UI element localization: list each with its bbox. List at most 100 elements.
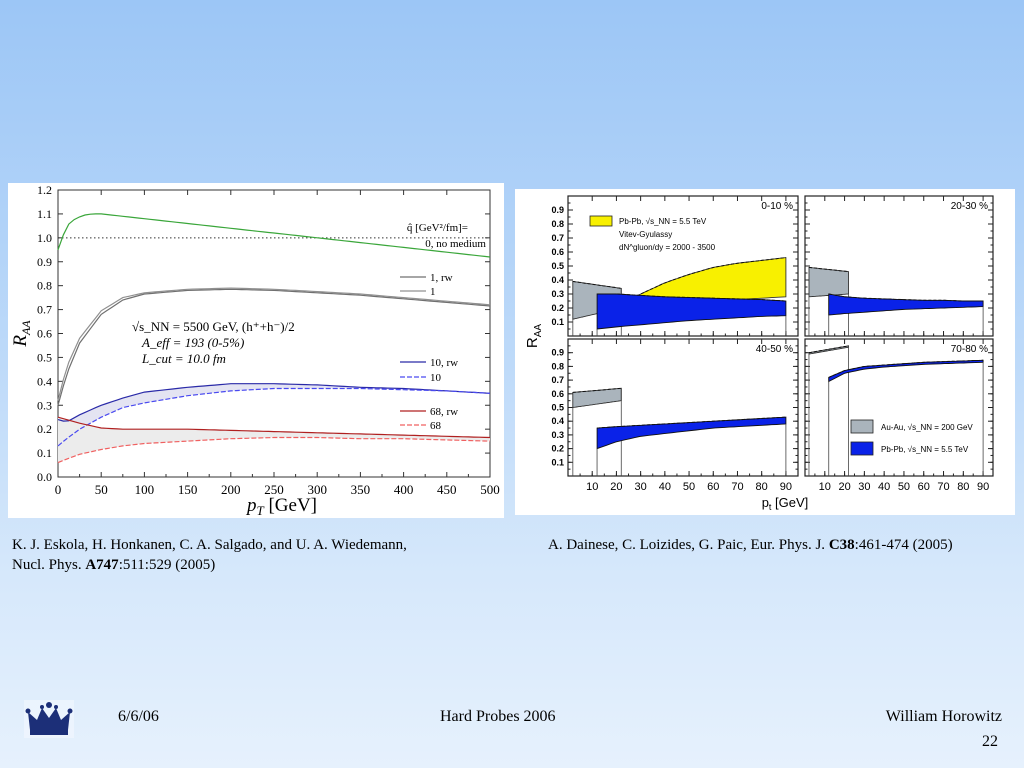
citation-left-line2: Nucl. Phys. A747:511:529 (2005)	[12, 555, 407, 575]
x-tick-label: 50	[683, 481, 695, 493]
centrality-label: 40-50 %	[756, 344, 793, 355]
citation-left-line1: K. J. Eskola, H. Honkanen, C. A. Salgado…	[12, 537, 407, 553]
annotation-line: A_eff = 193 (0-5%)	[141, 335, 244, 350]
series-line	[57, 387, 491, 447]
y-axis-label: RAA	[10, 320, 33, 348]
legend-label: 68	[430, 420, 442, 432]
legend-swatch	[850, 419, 874, 434]
x-tick-label: 100	[135, 482, 155, 497]
rhic-band-edge	[572, 387, 622, 393]
y-tick-label: 0.2	[551, 444, 564, 454]
legend-label: Vitev-Gyulassy	[619, 230, 672, 239]
centrality-label: 0-10 %	[761, 201, 793, 212]
legend-label: dN^gluon/dy = 2000 - 3500	[619, 243, 716, 252]
centrality-label: 20-30 %	[951, 201, 988, 212]
subplot-frame	[567, 338, 799, 477]
legend-swatch	[850, 441, 874, 456]
y-tick-label: 0.4	[37, 374, 52, 388]
y-tick-label: 0.9	[37, 255, 52, 269]
rhic-band-edge	[808, 266, 849, 273]
x-tick-label: 80	[756, 481, 768, 493]
crown-logo-icon	[24, 700, 74, 738]
series-line	[57, 288, 491, 406]
x-tick-label: 150	[178, 482, 198, 497]
y-tick-label: 0.7	[551, 233, 564, 243]
subplot-2: 20-30 %	[804, 195, 994, 337]
y-tick-label: 0.4	[551, 416, 564, 426]
centrality-label: 70-80 %	[951, 344, 988, 355]
footer-date: 6/6/06	[118, 708, 159, 725]
x-tick-label: 500	[480, 482, 500, 497]
left-plot-panel: 0 50 100 150 200 250 300 350 400 450 500 0.0 0.1 0.2 0…	[8, 183, 504, 518]
uncertainty-band	[58, 417, 490, 463]
y-tick-label: 1.1	[37, 207, 52, 221]
citation-journal: Nucl. Phys.	[12, 557, 86, 573]
lhc-band-edge	[828, 293, 984, 302]
citation-right-authors: A. Dainese, C. Loizides, G. Paic, Eur. P…	[548, 537, 829, 553]
series-line	[57, 383, 491, 422]
x-tick-label: 30	[635, 481, 647, 493]
page-number: 22	[982, 733, 998, 750]
x-tick-label: 20	[838, 481, 850, 493]
citation-right-pages: :461-474 (2005)	[854, 537, 953, 553]
legend-label: 68, rw	[430, 406, 458, 418]
x-tick-label: 300	[307, 482, 327, 497]
y-tick-label: 0.8	[551, 219, 564, 229]
footer-conference: Hard Probes 2006	[440, 708, 556, 725]
y-tick-label: 0.4	[551, 275, 564, 285]
left-chart: 0 50 100 150 200 250 300 350 400 450 500 0.0 0.1 0.2 0…	[10, 183, 500, 518]
right-chart: 0.1 0.2 0.3 0.4 0.5 0.6 0.7 0.8 0.9 0-10 % 20-30 %…	[524, 195, 994, 512]
y-tick-label: 0.1	[37, 446, 52, 460]
footer-author: William Horowitz	[885, 708, 1002, 725]
legend-label: Au-Au, √s_NN = 200 GeV	[881, 423, 973, 432]
series-line	[57, 287, 491, 401]
citation-left: K. J. Eskola, H. Honkanen, C. A. Salgado…	[12, 535, 407, 575]
annotation-line: √s_NN = 5500 GeV, (h⁺+h⁻)/2	[132, 319, 295, 334]
y-tick-label: 0.2	[551, 303, 564, 313]
y-tick-label: 0.3	[551, 289, 564, 299]
lhc-band-edge	[597, 293, 786, 302]
y-tick-label: 0.1	[551, 457, 564, 467]
citation-right-volume: C38	[828, 537, 855, 553]
y-tick-label: 1.2	[37, 183, 52, 197]
y-tick-label: 0.2	[37, 422, 52, 436]
x-tick-label: 200	[221, 482, 241, 497]
x-tick-label: 30	[858, 481, 870, 493]
citation-volume: A747	[85, 557, 119, 573]
right-plot-panel: 0.1 0.2 0.3 0.4 0.5 0.6 0.7 0.8 0.9 0-10 % 20-30 %…	[515, 189, 1015, 515]
citation-pages: :511:529 (2005)	[118, 557, 216, 573]
x-tick-label: 40	[878, 481, 890, 493]
lhc-band-edge	[597, 416, 786, 429]
x-axis-label: pt [GeV]	[762, 495, 809, 512]
x-tick-label: 90	[977, 481, 989, 493]
y-tick-label: 0.9	[551, 205, 564, 215]
x-tick-label: 50	[95, 482, 108, 497]
x-tick-label: 10	[586, 481, 598, 493]
y-tick-label: 0.6	[551, 247, 564, 257]
rhic-band	[808, 266, 849, 298]
y-tick-label: 0.7	[551, 375, 564, 385]
x-tick-label: 90	[780, 481, 792, 493]
x-tick-label: 400	[394, 482, 414, 497]
legend-label: 0, no medium	[425, 238, 486, 250]
x-tick-label: 70	[937, 481, 949, 493]
x-tick-label: 60	[707, 481, 719, 493]
rhic-band-edge	[808, 345, 849, 354]
x-tick-label: 50	[898, 481, 910, 493]
y-axis-label: RAA	[524, 324, 544, 349]
rhic-band-edge	[572, 280, 622, 289]
x-tick-label: 350	[351, 482, 371, 497]
series-line	[57, 213, 491, 258]
x-tick-label: 450	[437, 482, 457, 497]
y-tick-label: 0.0	[37, 470, 52, 484]
x-tick-label: 20	[610, 481, 622, 493]
y-tick-label: 0.5	[551, 261, 564, 271]
x-tick-label: 80	[957, 481, 969, 493]
legend-label: Pb-Pb, √s_NN = 5.5 TeV	[881, 445, 969, 454]
x-tick-label: 10	[819, 481, 831, 493]
x-tick-label: 250	[264, 482, 284, 497]
series-line	[57, 416, 491, 439]
x-axis-label: pT [GeV]	[245, 495, 317, 518]
lhc-band-edge	[828, 359, 984, 378]
y-tick-label: 0.1	[551, 317, 564, 327]
